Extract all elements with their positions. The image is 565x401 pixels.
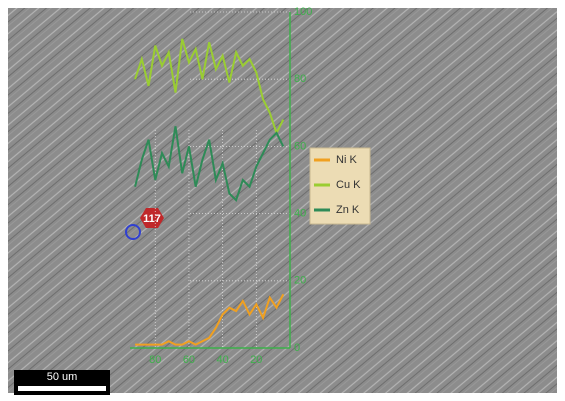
y-tick-label: 40 bbox=[294, 208, 306, 220]
legend-label: Ni K bbox=[336, 154, 357, 166]
chart: 117 50 um 0 20 40 60 80 100 80 60 40 20 Ni K Cu K Z… bbox=[0, 0, 565, 401]
micrograph bbox=[8, 8, 557, 393]
scale-bar bbox=[18, 386, 106, 391]
y-tick-label: 0 bbox=[294, 342, 300, 354]
marker-label: 117 bbox=[143, 213, 161, 225]
y-tick-label: 60 bbox=[294, 140, 306, 152]
y-tick-label: 20 bbox=[294, 275, 306, 287]
legend: Ni K Cu K Zn K bbox=[310, 148, 370, 224]
x-tick-label: 40 bbox=[217, 354, 229, 366]
x-tick-label: 60 bbox=[183, 354, 195, 366]
x-tick-label: 20 bbox=[250, 354, 262, 366]
y-tick-label: 80 bbox=[294, 73, 306, 85]
scale-bar-label: 50 um bbox=[47, 371, 78, 383]
x-tick-label: 80 bbox=[149, 354, 161, 366]
legend-label: Zn K bbox=[336, 204, 360, 216]
y-tick-label: 100 bbox=[294, 6, 312, 18]
legend-label: Cu K bbox=[336, 179, 361, 191]
